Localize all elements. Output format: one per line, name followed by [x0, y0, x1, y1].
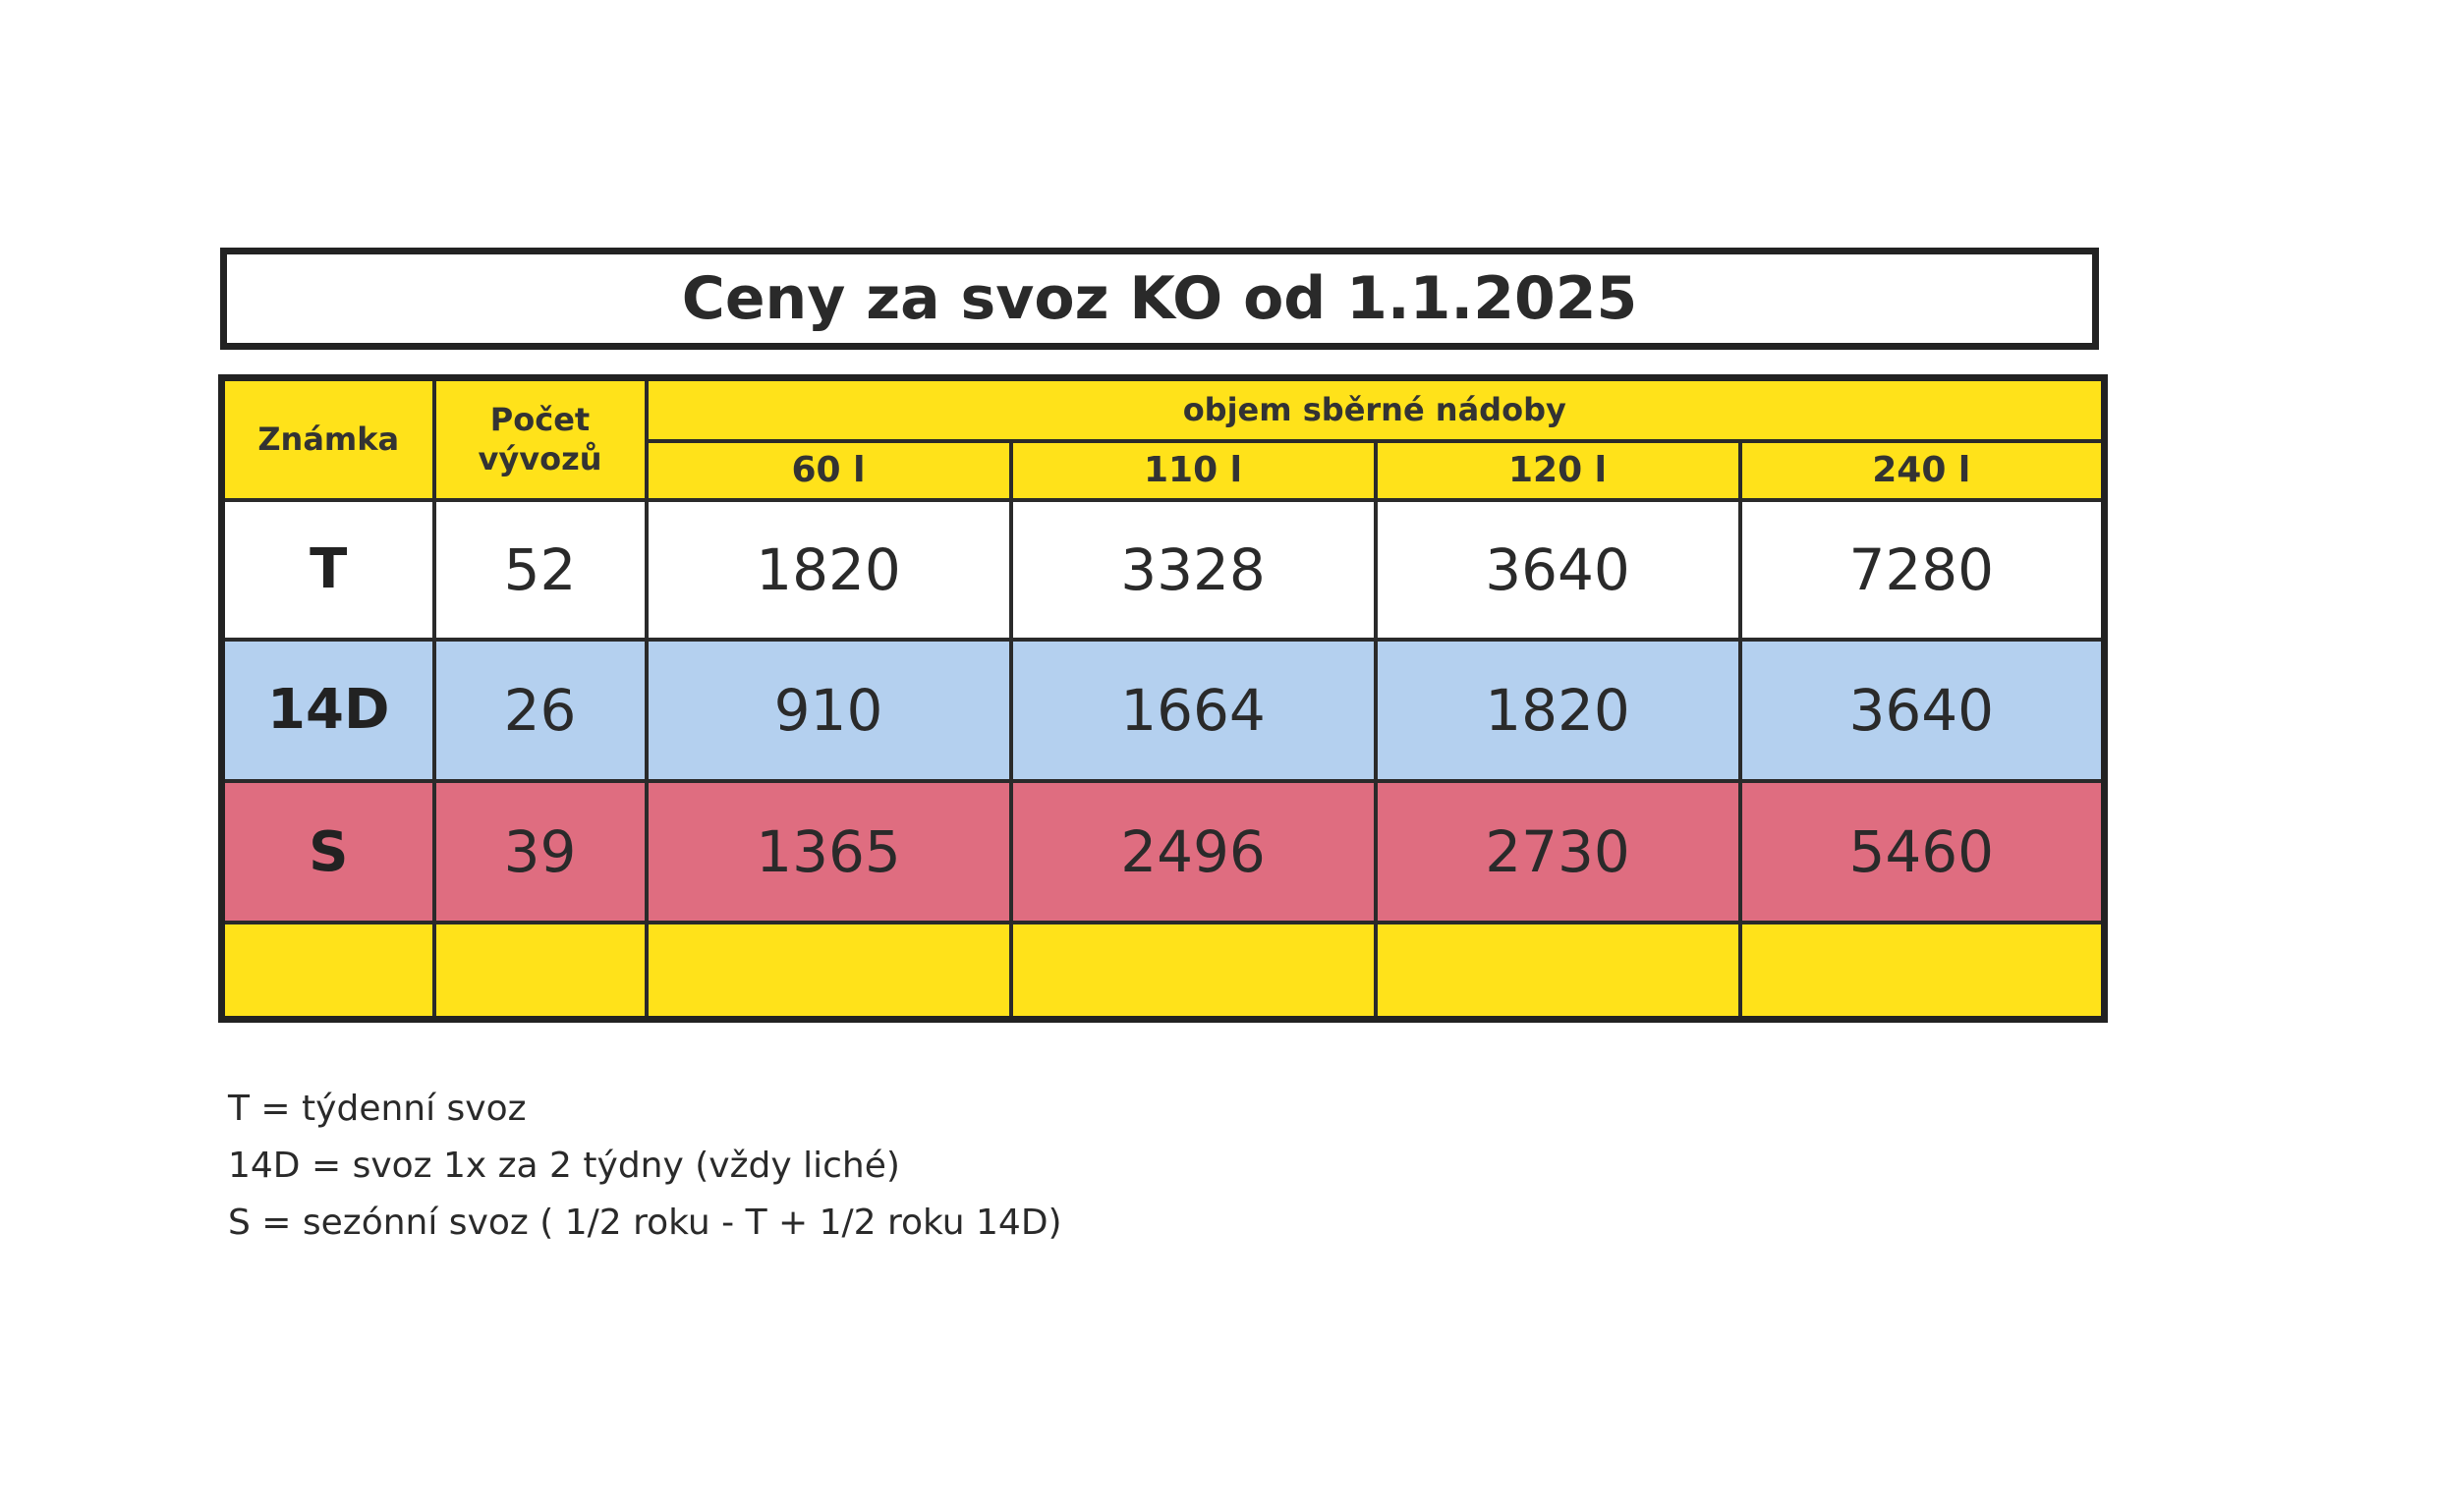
price-cell: 7280 [1737, 497, 2107, 642]
price-cell: 1664 [1008, 637, 1378, 784]
header-volume-110: 110 l [1008, 438, 1378, 502]
header-pocet-line1: Počet [489, 401, 591, 439]
empty-cell [1737, 921, 2107, 1022]
header-objem: objem sběrné nádoby [644, 375, 2107, 443]
table-row-empty [219, 921, 2107, 1022]
empty-cell [644, 921, 1013, 1022]
row-count: 52 [431, 497, 649, 642]
empty-cell [1008, 921, 1378, 1022]
empty-cell [219, 921, 436, 1022]
empty-cell [1373, 921, 1742, 1022]
price-cell: 5460 [1737, 779, 2107, 925]
header-znamka: Známka [219, 375, 436, 502]
price-cell: 1820 [644, 497, 1013, 642]
row-count: 39 [431, 779, 649, 925]
price-cell: 3640 [1373, 497, 1742, 642]
price-cell: 1365 [644, 779, 1013, 925]
table-row: S 39 1365 2496 2730 5460 [219, 779, 2107, 925]
header-pocet: Počet vývozů [431, 375, 649, 502]
row-label: T [219, 497, 436, 642]
price-cell: 3640 [1737, 637, 2107, 784]
legend: T = týdenní svoz 14D = svoz 1x za 2 týdn… [228, 1081, 1062, 1252]
price-cell: 3328 [1008, 497, 1378, 642]
table-row: T 52 1820 3328 3640 7280 [219, 497, 2107, 642]
title-box: Ceny za svoz KO od 1.1.2025 [220, 248, 2099, 350]
header-volume-60: 60 l [644, 438, 1013, 502]
legend-item-14d: 14D = svoz 1x za 2 týdny (vždy liché) [228, 1146, 900, 1186]
header-volume-120: 120 l [1373, 438, 1742, 502]
price-cell: 2496 [1008, 779, 1378, 925]
page-title: Ceny za svoz KO od 1.1.2025 [681, 264, 1638, 333]
legend-item-t: T = týdenní svoz [228, 1089, 527, 1129]
header-pocet-line2: vývozů [478, 440, 602, 478]
price-cell: 2730 [1373, 779, 1742, 925]
legend-item-s: S = sezónní svoz ( 1/2 roku - T + 1/2 ro… [228, 1203, 1062, 1243]
price-cell: 910 [644, 637, 1013, 784]
header-volume-240: 240 l [1737, 438, 2107, 502]
row-label: S [219, 779, 436, 925]
price-cell: 1820 [1373, 637, 1742, 784]
row-label: 14D [219, 637, 436, 784]
row-count: 26 [431, 637, 649, 784]
price-table: Známka Počet vývozů objem sběrné nádoby … [218, 374, 2109, 1023]
empty-cell [431, 921, 649, 1022]
table-row: 14D 26 910 1664 1820 3640 [219, 637, 2107, 784]
